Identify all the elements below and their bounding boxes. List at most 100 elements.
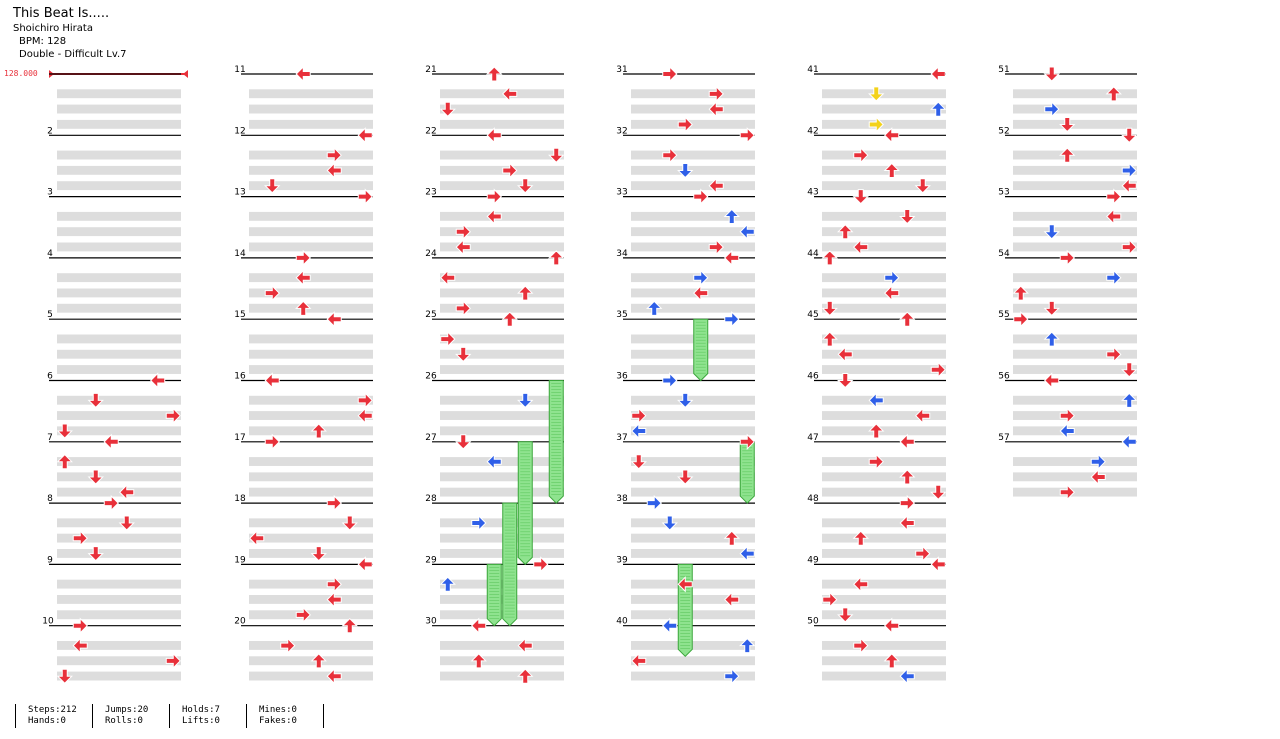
beat-band	[822, 457, 946, 466]
measure-number: 45	[807, 310, 818, 320]
step-arrow	[677, 116, 693, 133]
beat-band	[440, 426, 564, 436]
beat-band	[631, 411, 755, 420]
step-arrow	[56, 453, 73, 470]
step-arrow	[708, 100, 724, 118]
step-arrow	[118, 515, 135, 531]
step-arrow	[1090, 468, 1106, 486]
step-arrow	[837, 373, 854, 389]
step-arrow	[440, 269, 456, 286]
beat-band	[631, 671, 755, 681]
step-arrow	[631, 407, 647, 424]
step-arrow	[295, 606, 311, 624]
step-arrow	[326, 310, 342, 328]
beat-band	[1013, 411, 1137, 420]
beat-band	[631, 579, 755, 589]
beat-band	[822, 411, 946, 420]
step-arrow	[72, 617, 88, 634]
beat-band	[57, 334, 181, 344]
step-arrow	[440, 330, 456, 348]
beat-band	[1013, 181, 1137, 191]
beat-band	[57, 610, 181, 620]
beat-band	[57, 273, 181, 283]
step-arrow	[486, 208, 502, 225]
measure-number: 47	[807, 433, 818, 443]
step-arrow	[868, 116, 884, 133]
step-arrow	[677, 392, 694, 409]
beat-band	[822, 334, 946, 344]
step-arrow	[868, 423, 885, 439]
beat-band	[249, 579, 373, 589]
beat-band	[1013, 472, 1137, 482]
step-arrow	[357, 407, 373, 424]
hold-note	[517, 441, 533, 566]
measure-number: 37	[616, 433, 627, 443]
beat-band	[822, 395, 946, 405]
measure-number: 41	[807, 65, 818, 75]
beat-band	[440, 89, 564, 99]
beat-band	[440, 334, 564, 344]
beat-band	[440, 395, 564, 405]
step-arrow	[56, 423, 73, 439]
step-arrow	[853, 238, 869, 256]
step-arrow	[1043, 300, 1060, 317]
beat-band	[249, 395, 373, 405]
measure-number: 15	[234, 310, 245, 320]
beat-band	[822, 656, 946, 666]
beat-band	[249, 610, 373, 620]
bpm-marker-end	[183, 70, 188, 78]
stat-rolls: Rolls:0	[105, 716, 143, 726]
beat-band	[822, 487, 946, 497]
step-arrow	[548, 250, 565, 266]
beat-band	[822, 595, 946, 604]
beat-band	[57, 165, 181, 175]
step-arrow	[899, 494, 915, 512]
step-arrow	[471, 617, 487, 634]
beat-band	[822, 641, 946, 650]
step-arrow	[1121, 433, 1137, 451]
step-arrow	[310, 423, 327, 439]
step-arrow	[1106, 346, 1122, 363]
beat-band	[440, 150, 564, 160]
step-arrow	[739, 545, 755, 562]
beat-band	[249, 242, 373, 252]
step-arrow	[87, 392, 104, 409]
step-arrow	[899, 514, 915, 532]
step-arrow	[821, 331, 838, 347]
step-arrow	[103, 433, 119, 451]
step-arrow	[915, 545, 931, 562]
beat-band	[440, 349, 564, 359]
measure-number: 22	[425, 126, 436, 136]
beat-band	[631, 89, 755, 99]
measure-number: 35	[616, 310, 627, 320]
song-title: This Beat Is.....	[13, 6, 110, 21]
beat-band	[631, 349, 755, 359]
step-arrow	[249, 530, 265, 547]
measure-number: 53	[998, 188, 1009, 198]
beat-band	[249, 671, 373, 681]
step-arrow	[280, 637, 296, 654]
beat-band	[1013, 211, 1137, 221]
measure-number: 44	[807, 249, 819, 259]
beat-band	[57, 656, 181, 666]
beat-band	[822, 549, 946, 558]
beat-band	[1013, 365, 1137, 374]
beat-band	[440, 579, 564, 589]
hold-note	[486, 563, 502, 627]
step-arrow	[501, 311, 518, 327]
beat-band	[1013, 104, 1137, 114]
beat-band	[57, 595, 181, 604]
beat-band	[249, 150, 373, 160]
step-arrow	[631, 652, 647, 670]
step-arrow	[1059, 484, 1075, 501]
beat-band	[440, 595, 564, 604]
beat-band	[440, 165, 564, 175]
step-arrow	[739, 127, 755, 144]
step-arrow	[295, 65, 311, 83]
step-arrow	[1059, 147, 1076, 163]
beat-band	[631, 426, 755, 436]
beat-band	[57, 242, 181, 252]
step-arrow	[884, 617, 900, 634]
beat-band	[249, 518, 373, 528]
measure-number: 14	[234, 249, 246, 259]
